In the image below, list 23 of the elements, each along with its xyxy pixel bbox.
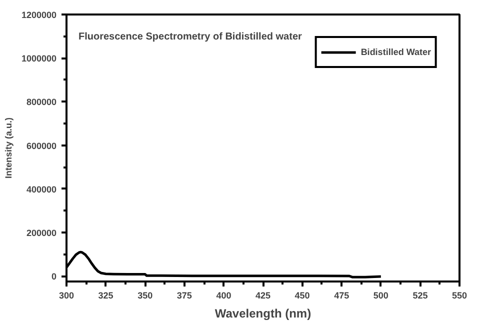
x-axis-title: Wavelength (nm) [214,306,312,320]
x-tick-label: 425 [255,290,271,300]
x-tick-label: 475 [334,290,350,300]
x-tick-label: 500 [373,290,388,300]
x-tick-label: 400 [216,290,232,300]
y-tick-label: 400000 [26,184,57,194]
x-tick-label: 550 [452,290,468,300]
x-tick-label: 300 [58,290,74,300]
x-tick-label: 375 [176,290,192,300]
line-series [66,250,382,278]
y-tick-label: 0 [51,272,57,282]
x-tick-label: 450 [294,290,310,300]
y-tick-label: 1200000 [21,10,57,20]
x-tick-label: 325 [98,290,114,300]
x-tick-label: 525 [412,290,428,300]
text: Fluorescence Spectrometry of Bidistilled water [78,32,302,42]
y-tick-label: 1000000 [21,54,57,64]
y-tick-label: 600000 [26,140,57,151]
y-tick-label: 800000 [26,97,57,108]
legend-label: Bidistilled Water [360,47,431,57]
y-tick-label: 200000 [26,228,57,238]
x-tick-label: 350 [138,290,153,300]
y-axis-title: Intensity (a.u.) [3,117,14,178]
